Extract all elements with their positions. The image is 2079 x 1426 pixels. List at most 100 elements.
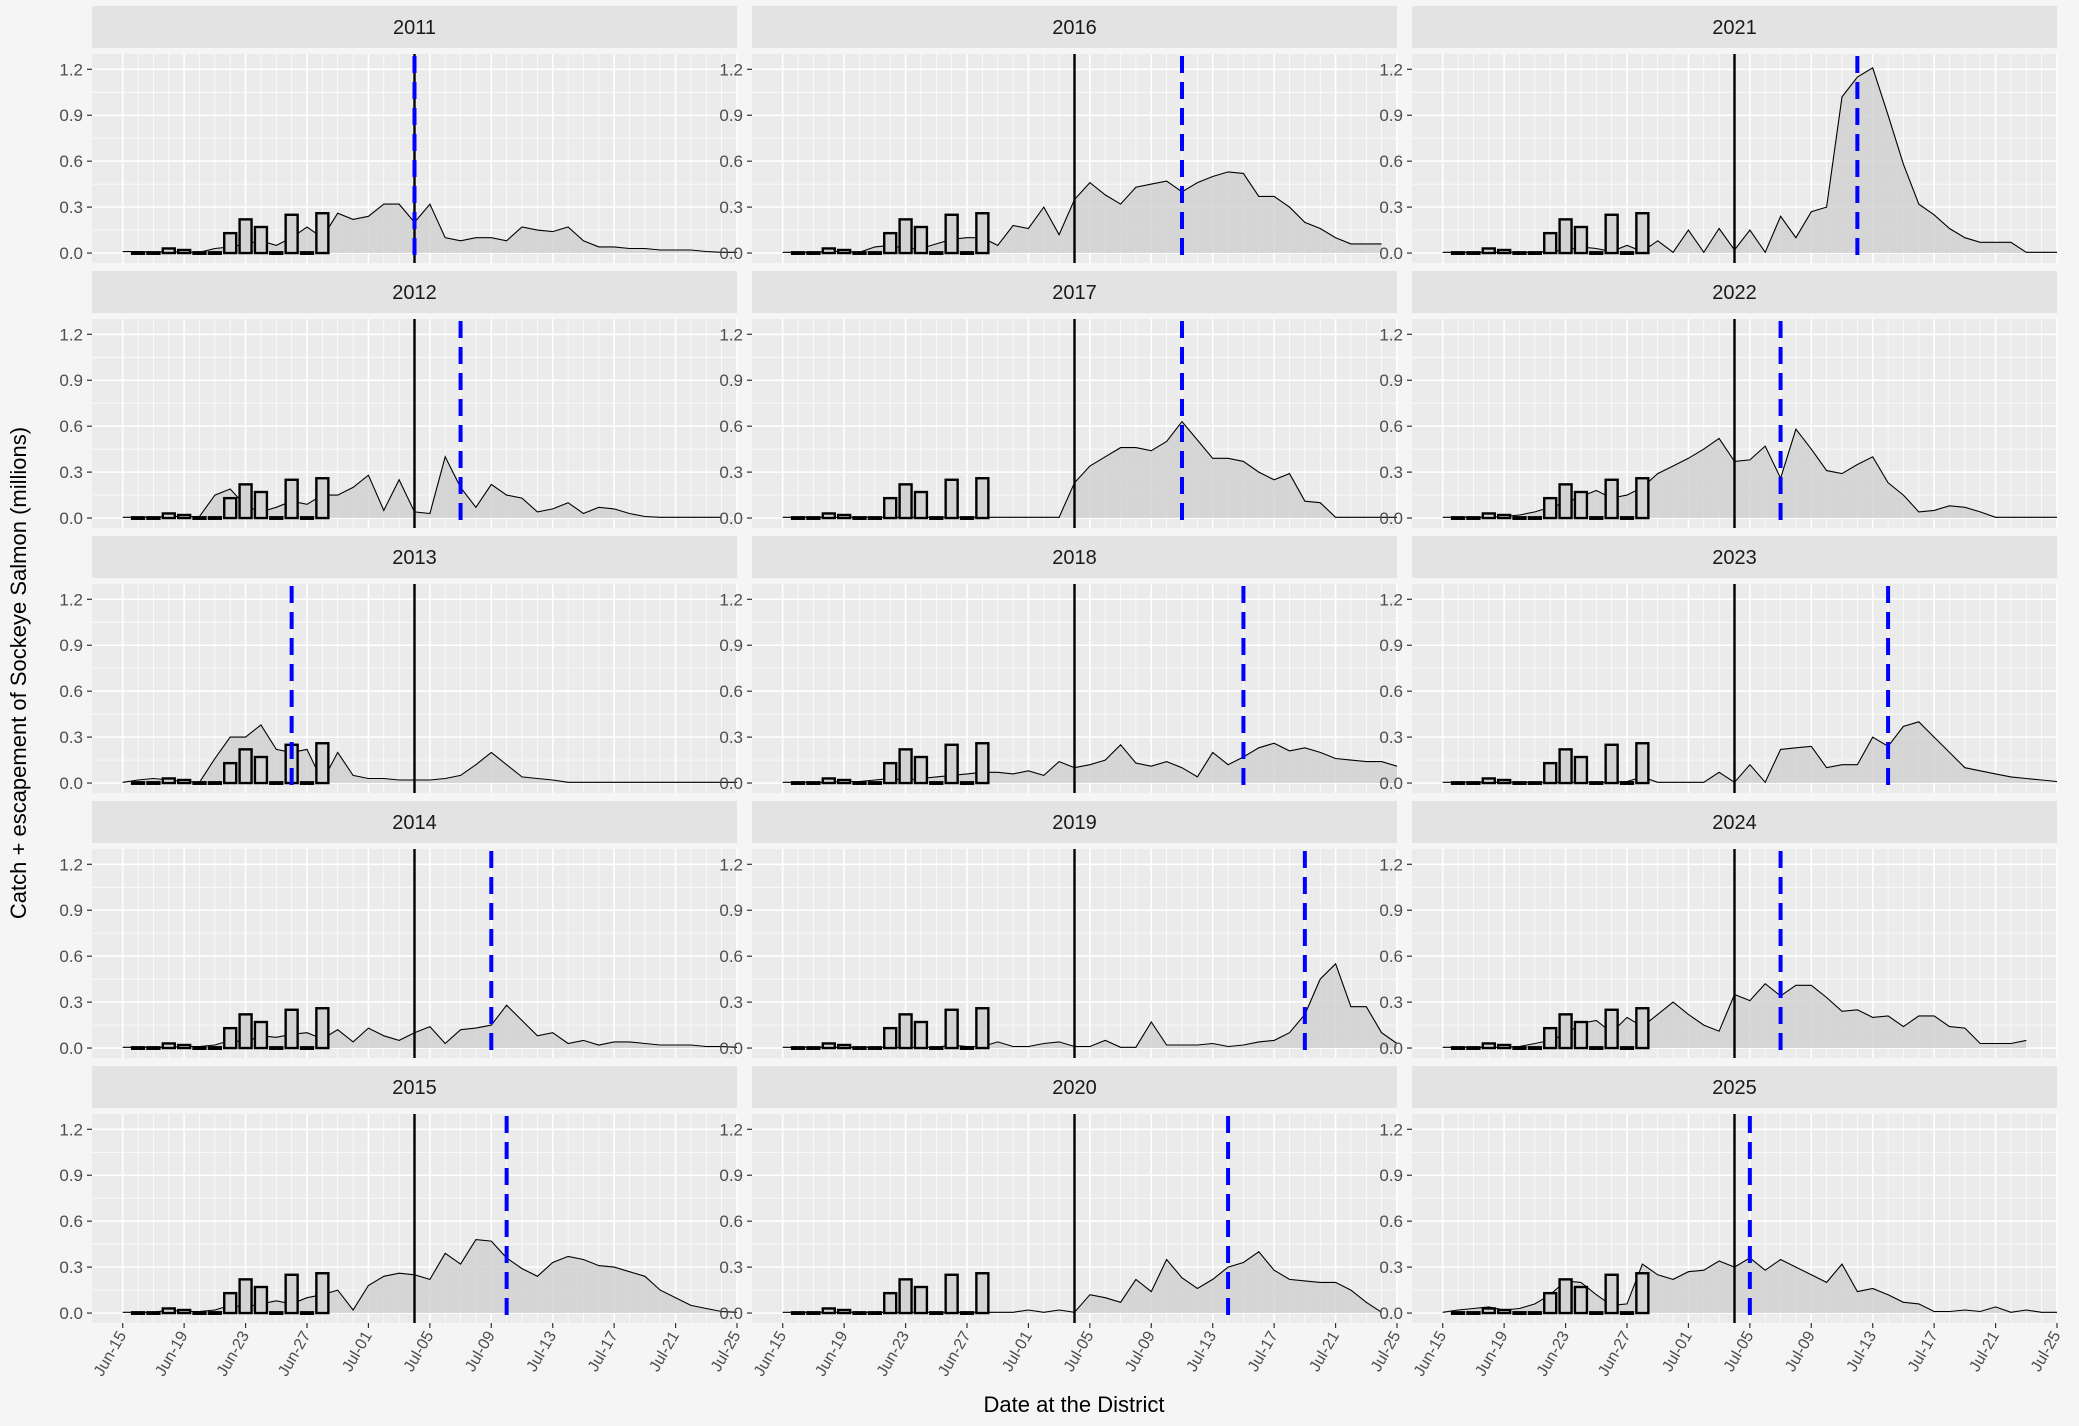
current-season-bar: [852, 781, 867, 785]
current-season-bar: [253, 1285, 269, 1315]
facet-panel-2021: 2021 0.0 0.3 0.6 0.9 1.2: [1379, 6, 2058, 263]
current-season-bar: [223, 496, 238, 520]
current-season-bar: [1558, 218, 1573, 255]
current-season-bar: [975, 1272, 990, 1315]
y-tick-label: 0.6: [719, 417, 743, 436]
facet-strip: [752, 6, 1397, 48]
facet-strip: [1412, 801, 2057, 843]
current-season-bar: [898, 748, 913, 785]
current-season-bar: [867, 251, 883, 255]
current-season-bar: [1543, 231, 1558, 255]
current-season-bar: [790, 1311, 806, 1315]
current-season-bar: [146, 516, 161, 520]
x-tick-label: Jul-21: [1307, 1328, 1344, 1374]
current-season-bar: [207, 1046, 223, 1050]
current-season-bar: [130, 251, 146, 255]
current-season-bar: [821, 1307, 836, 1315]
facet-strip-label: 2015: [392, 1077, 437, 1099]
current-season-bar: [821, 777, 836, 785]
current-season-bar: [959, 781, 975, 785]
y-tick-label: 1.2: [59, 590, 83, 609]
y-tick-label: 0.6: [1379, 682, 1403, 701]
current-season-bar: [299, 1311, 315, 1315]
current-season-bar: [1527, 781, 1543, 785]
current-season-bar: [238, 218, 253, 255]
current-season-bar: [192, 1046, 207, 1050]
current-season-bar: [883, 496, 898, 520]
current-season-bar: [1496, 513, 1512, 520]
current-season-bar: [913, 1285, 929, 1315]
current-season-bar: [161, 1307, 176, 1315]
current-season-bar: [1481, 1042, 1496, 1050]
current-season-bar: [959, 1046, 975, 1050]
current-season-bar: [929, 781, 944, 785]
facet-strip: [92, 536, 737, 578]
current-season-bar: [192, 251, 207, 255]
facet-panel-2024: 2024 0.0 0.3 0.6 0.9 1.2: [1379, 801, 2058, 1058]
current-season-bar: [867, 516, 883, 520]
y-tick-label: 1.2: [1379, 1120, 1403, 1139]
current-season-bar: [1604, 213, 1619, 255]
facet-panel-2017: 2017 0.0 0.3 0.6 0.9 1.2: [719, 271, 1398, 528]
facet-strip: [752, 1066, 1397, 1108]
current-season-bar: [836, 778, 852, 785]
current-season-bar: [176, 1308, 192, 1315]
current-season-bar: [806, 1311, 821, 1315]
current-season-bar: [944, 743, 959, 785]
y-tick-label: 0.3: [1379, 198, 1403, 217]
current-season-bar: [836, 1043, 852, 1050]
y-tick-label: 0.3: [1379, 1258, 1403, 1277]
facet-strip: [1412, 6, 2057, 48]
y-tick-label: 0.0: [59, 774, 83, 793]
current-season-bar: [130, 1046, 146, 1050]
current-season-bar: [130, 781, 146, 785]
current-season-bar: [883, 1291, 898, 1315]
x-tick-label: Jun-27: [1595, 1328, 1634, 1379]
current-season-bar: [821, 1042, 836, 1050]
current-season-bar: [944, 478, 959, 520]
current-season-bar: [269, 781, 284, 785]
current-season-bar: [315, 212, 330, 255]
x-tick-label: Jul-13: [1184, 1328, 1221, 1374]
current-season-bar: [269, 1311, 284, 1315]
current-season-bar: [223, 1291, 238, 1315]
x-tick-label: Jun-15: [751, 1328, 790, 1379]
facet-strip-label: 2023: [1712, 547, 1757, 569]
current-season-bar: [836, 1308, 852, 1315]
y-tick-label: 1.2: [719, 325, 743, 344]
current-season-bar: [1512, 781, 1527, 785]
y-tick-label: 0.0: [719, 774, 743, 793]
y-tick-label: 0.9: [719, 901, 743, 920]
current-season-bar: [238, 1013, 253, 1050]
current-season-bar: [299, 516, 315, 520]
y-tick-label: 0.9: [1379, 636, 1403, 655]
x-tick-label: Jul-13: [1844, 1328, 1881, 1374]
current-season-bar: [1573, 1285, 1589, 1315]
current-season-bar: [284, 213, 299, 255]
current-season-bar: [1573, 755, 1589, 785]
current-season-bar: [207, 781, 223, 785]
current-season-bar: [959, 516, 975, 520]
current-season-bar: [1496, 1308, 1512, 1315]
facet-strip: [92, 1066, 737, 1108]
current-season-bar: [1450, 1046, 1466, 1050]
facet-strip-label: 2014: [392, 812, 437, 834]
current-season-bar: [176, 248, 192, 255]
current-season-bar: [315, 1272, 330, 1315]
y-tick-label: 0.0: [1379, 1039, 1403, 1058]
current-season-bar: [959, 251, 975, 255]
facet-strip-label: 2020: [1052, 1077, 1097, 1099]
x-tick-label: Jul-21: [1967, 1328, 2004, 1374]
facet-strip-label: 2018: [1052, 547, 1097, 569]
current-season-bar: [1543, 496, 1558, 520]
current-season-bar: [238, 483, 253, 520]
current-season-bar: [238, 748, 253, 785]
y-tick-label: 1.2: [1379, 60, 1403, 79]
current-season-bar: [1604, 478, 1619, 520]
current-season-bar: [883, 231, 898, 255]
historical-area: [782, 963, 1397, 1048]
y-tick-label: 0.3: [1379, 463, 1403, 482]
y-tick-label: 0.9: [59, 901, 83, 920]
current-season-bar: [913, 1020, 929, 1050]
